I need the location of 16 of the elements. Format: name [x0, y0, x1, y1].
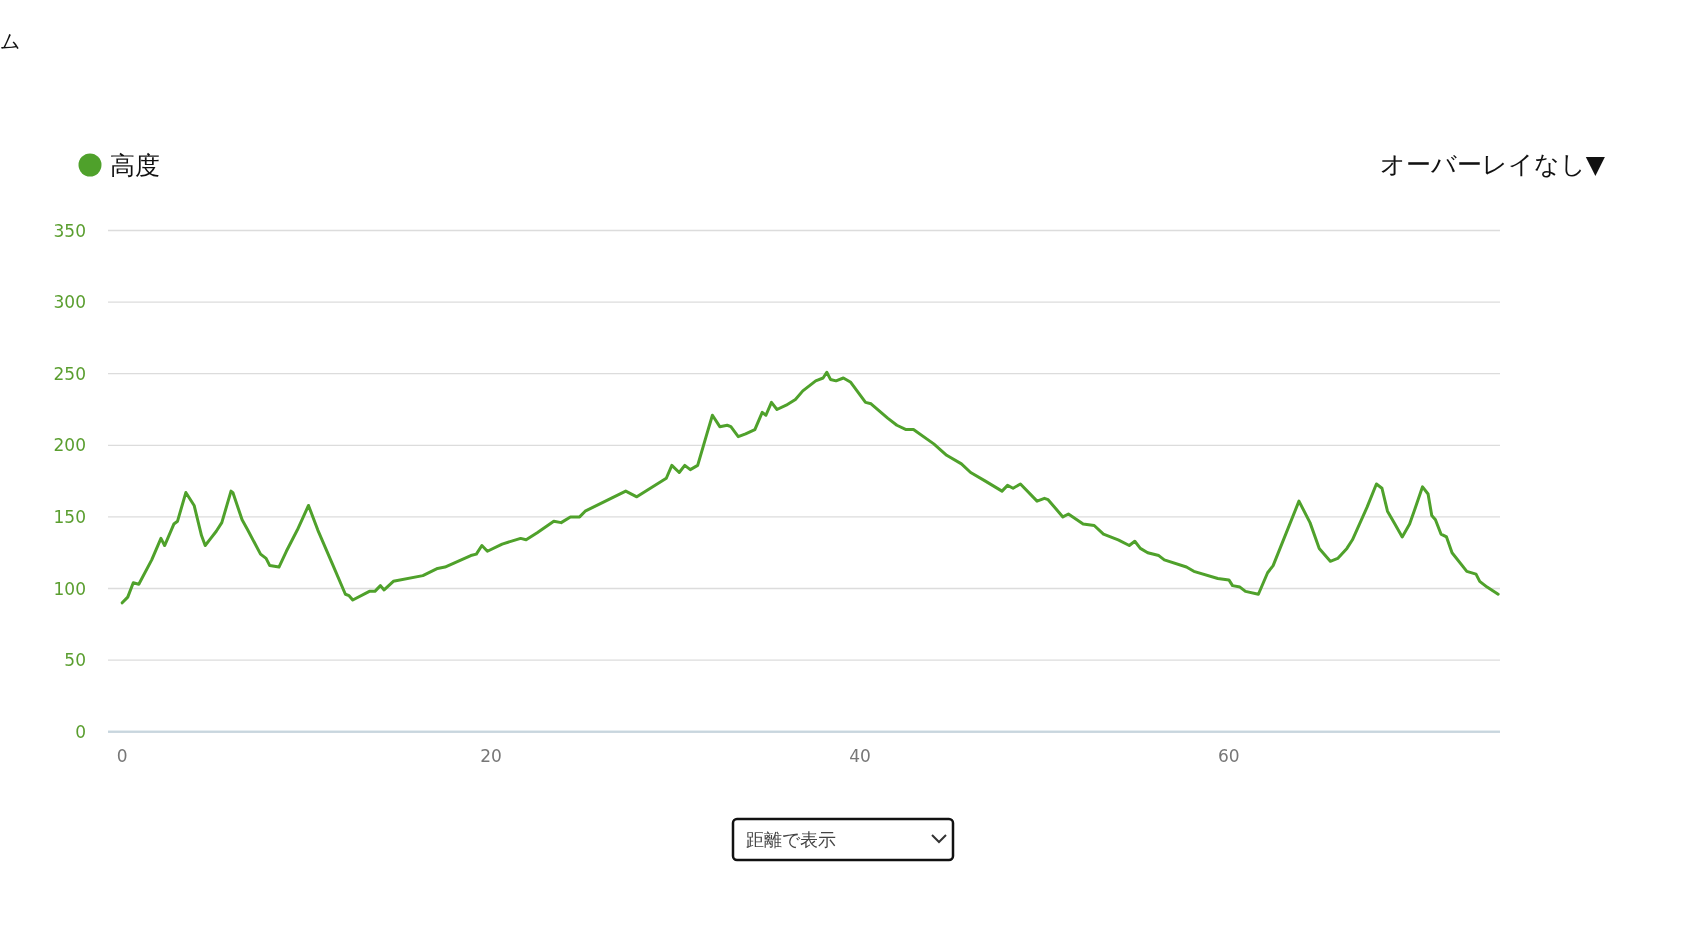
control-select: 距離で表示: [731, 817, 955, 862]
text: ム: [0, 29, 20, 53]
x-tick-label: 20: [480, 746, 502, 766]
y-tick-label: 150: [53, 506, 86, 527]
x-tick-label: 0: [116, 746, 128, 766]
legend-label: 高度: [110, 151, 160, 180]
text: オーバーレイなし▼: [1379, 150, 1606, 179]
x-tick-label: 40: [849, 746, 871, 766]
y-tick-label: 350: [53, 220, 86, 241]
y-tick-label: 300: [53, 292, 86, 313]
y-tick-label: 200: [53, 435, 86, 456]
x-tick-label: 60: [1218, 746, 1240, 766]
y-tick-label: 0: [75, 721, 86, 742]
y-tick-label: 100: [53, 578, 86, 599]
y-tick-label: 50: [64, 650, 86, 671]
y-tick-label: 250: [53, 363, 86, 384]
